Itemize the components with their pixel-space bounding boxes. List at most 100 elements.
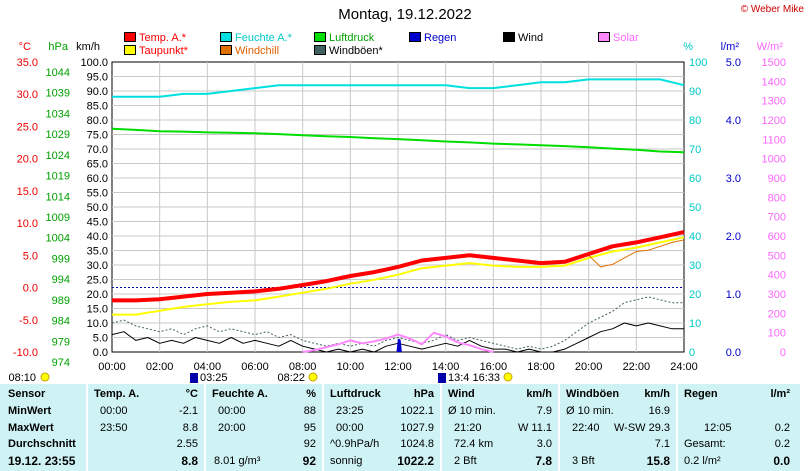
stats-humidity-head: Feuchte A. xyxy=(212,388,268,400)
wind-axis-tick: 25.0 xyxy=(87,275,108,287)
humidity-axis-tick: 50 xyxy=(689,202,701,214)
wind-axis-tick: 50.0 xyxy=(87,202,108,214)
solar-axis-tick: 400 xyxy=(768,270,786,282)
sun-marker-label: 08:10 xyxy=(8,372,36,384)
wind-axis-tick: 60.0 xyxy=(87,173,108,185)
rain-axis-unit: l/m² xyxy=(721,41,740,53)
time-axis-tick: 10:00 xyxy=(337,361,365,373)
temp-axis-tick: 30.0 xyxy=(17,89,38,101)
pressure-axis-tick: 1014 xyxy=(46,191,70,203)
legend-humidity: Feuchte A.* xyxy=(220,32,292,44)
weather-chart: 35.0 30.0 25.0 20.0 15.0 10.0 5.0 0.0 -5.0 -10.0 1… xyxy=(8,41,786,384)
stats-temp-max-time: 23:50 xyxy=(100,422,128,434)
time-axis-tick: 06:00 xyxy=(241,361,269,373)
legend-humidity-swatch xyxy=(220,32,232,42)
stats-pressure-avg-value: 1024.8 xyxy=(400,438,434,450)
solar-axis-tick: 100 xyxy=(768,328,786,340)
stats-wind-unit: km/h xyxy=(526,388,552,400)
solar-axis-tick: 0 xyxy=(780,347,786,359)
stats-gust-min-time: Ø 10 min. xyxy=(566,405,614,417)
legend-rain-label: Regen xyxy=(424,32,457,44)
stats-temp-unit: °C xyxy=(185,388,198,400)
wind-axis-tick: 45.0 xyxy=(87,217,108,229)
stats-temp-avg-value: 2.55 xyxy=(176,438,198,450)
rain-axis-tick: 1.0 xyxy=(726,289,741,301)
stats-col-sensor: Sensor MinWert MaxWert Durchschnitt 19.1… xyxy=(0,384,88,471)
humidity-axis-tick: 90 xyxy=(689,86,701,98)
solar-axis-tick: 1400 xyxy=(762,76,786,88)
series-line-feuchte-a xyxy=(112,78,685,98)
time-axis-tick: 22:00 xyxy=(623,361,651,373)
stats-gust-now-value: 15.8 xyxy=(646,454,670,468)
legend-solar-swatch xyxy=(598,32,610,42)
stats-gust-bft: 3 Bft xyxy=(572,455,595,467)
stats-gust-avg-value: 7.1 xyxy=(654,438,670,450)
pressure-axis-tick: 1024 xyxy=(46,150,70,162)
solar-axis-tick: 500 xyxy=(768,250,786,262)
legend-humidity-label: Feuchte A.* xyxy=(235,32,292,44)
legend-pressure-label: Luftdruck xyxy=(329,32,375,44)
stats-humidity-max-value: 95 xyxy=(303,422,316,434)
legend-solar: Solar xyxy=(598,32,639,44)
legend-temp: Temp. A.* xyxy=(124,32,186,44)
time-axis-tick: 08:00 xyxy=(289,361,317,373)
stats-wind-avg-value: 3.0 xyxy=(536,438,552,450)
time-axis-tick: 18:00 xyxy=(527,361,555,373)
stats-gust-head: Windböen xyxy=(566,388,620,400)
solar-axis-tick: 800 xyxy=(768,192,786,204)
stats-pressure-min-time: 23:25 xyxy=(336,405,364,417)
solar-axis-tick: 700 xyxy=(768,212,786,224)
stats-col-pressure: Luftdruck hPa 23:25 1022.1 00:00 1027.9 ^0.… xyxy=(324,384,442,471)
legend-temp-swatch xyxy=(124,32,136,42)
wind-axis-tick: 100.0 xyxy=(80,57,108,69)
humidity-axis-tick: 40 xyxy=(689,231,701,243)
pressure-axis-tick: 1029 xyxy=(46,129,70,141)
temp-axis-tick: -10.0 xyxy=(13,347,38,359)
legend-temp-label: Temp. A.* xyxy=(139,32,187,44)
stats-pressure-min-value: 1022.1 xyxy=(400,405,434,417)
stats-humidity-abs: 8.01 g/m³ xyxy=(214,455,261,467)
stats-humidity-unit: % xyxy=(306,388,316,400)
pressure-axis-tick: 989 xyxy=(52,295,70,307)
wind-axis-tick: 75.0 xyxy=(87,130,108,142)
humidity-axis-tick: 10 xyxy=(689,318,701,330)
humidity-axis-tick: 70 xyxy=(689,144,701,156)
pressure-axis-tick: 974 xyxy=(52,357,70,369)
pressure-axis-tick: 1009 xyxy=(46,212,70,224)
stats-rain-total-value: 0.2 xyxy=(774,438,790,450)
time-axis-tick: 16:00 xyxy=(480,361,508,373)
stats-wind-max-value: W 11.1 xyxy=(517,422,552,434)
series-line-taupunkt xyxy=(112,236,685,316)
chart-title: Montag, 19.12.2022 xyxy=(338,6,472,23)
wind-axis-tick: 80.0 xyxy=(87,115,108,127)
series-line-luftdruck xyxy=(111,127,685,154)
sun-icon xyxy=(40,372,50,382)
legend-rain-swatch xyxy=(409,32,421,42)
rain-axis-tick: 4.0 xyxy=(726,115,741,127)
stats-pressure-forecast: sonnig xyxy=(330,455,363,467)
time-axis-tick: 24:00 xyxy=(670,361,698,373)
sunrise-icon xyxy=(308,372,318,382)
legend-pressure: Luftdruck xyxy=(314,32,374,44)
temp-axis-tick: 5.0 xyxy=(23,250,38,262)
stats-temp-head: Temp. A. xyxy=(94,388,140,400)
stats-rain-max-value: 0.2 xyxy=(774,422,790,434)
stats-table: Sensor MinWert MaxWert Durchschnitt 19.1… xyxy=(0,384,800,471)
humidity-axis-unit: % xyxy=(683,41,693,53)
stats-humidity-now-value: 92 xyxy=(302,454,316,468)
series-line-solar xyxy=(302,331,494,353)
stats-gust-unit: km/h xyxy=(644,388,670,400)
stats-avg-label: Durchschnitt xyxy=(8,438,76,450)
legend-gust-swatch xyxy=(314,45,326,55)
rain-axis-tick: 5.0 xyxy=(726,57,741,69)
legend-windchill-label: Windchill xyxy=(235,45,280,57)
solar-axis-tick: 1300 xyxy=(762,96,786,108)
stats-gust-min-value: 16.9 xyxy=(648,405,670,417)
wind-axis-tick: 15.0 xyxy=(87,304,108,316)
solar-axis-tick: 1100 xyxy=(762,134,786,146)
legend-solar-label: Solar xyxy=(613,32,639,44)
stats-rain-day: 0.2 l/m² xyxy=(684,455,721,467)
rain-axis-tick: 2.0 xyxy=(726,231,741,243)
stats-col-rain: Regen l/m² 12:05 0.2 Gesamt: 0.2 0.2 l/m² 0.… xyxy=(678,384,800,471)
wind-axis-unit: km/h xyxy=(76,41,100,53)
